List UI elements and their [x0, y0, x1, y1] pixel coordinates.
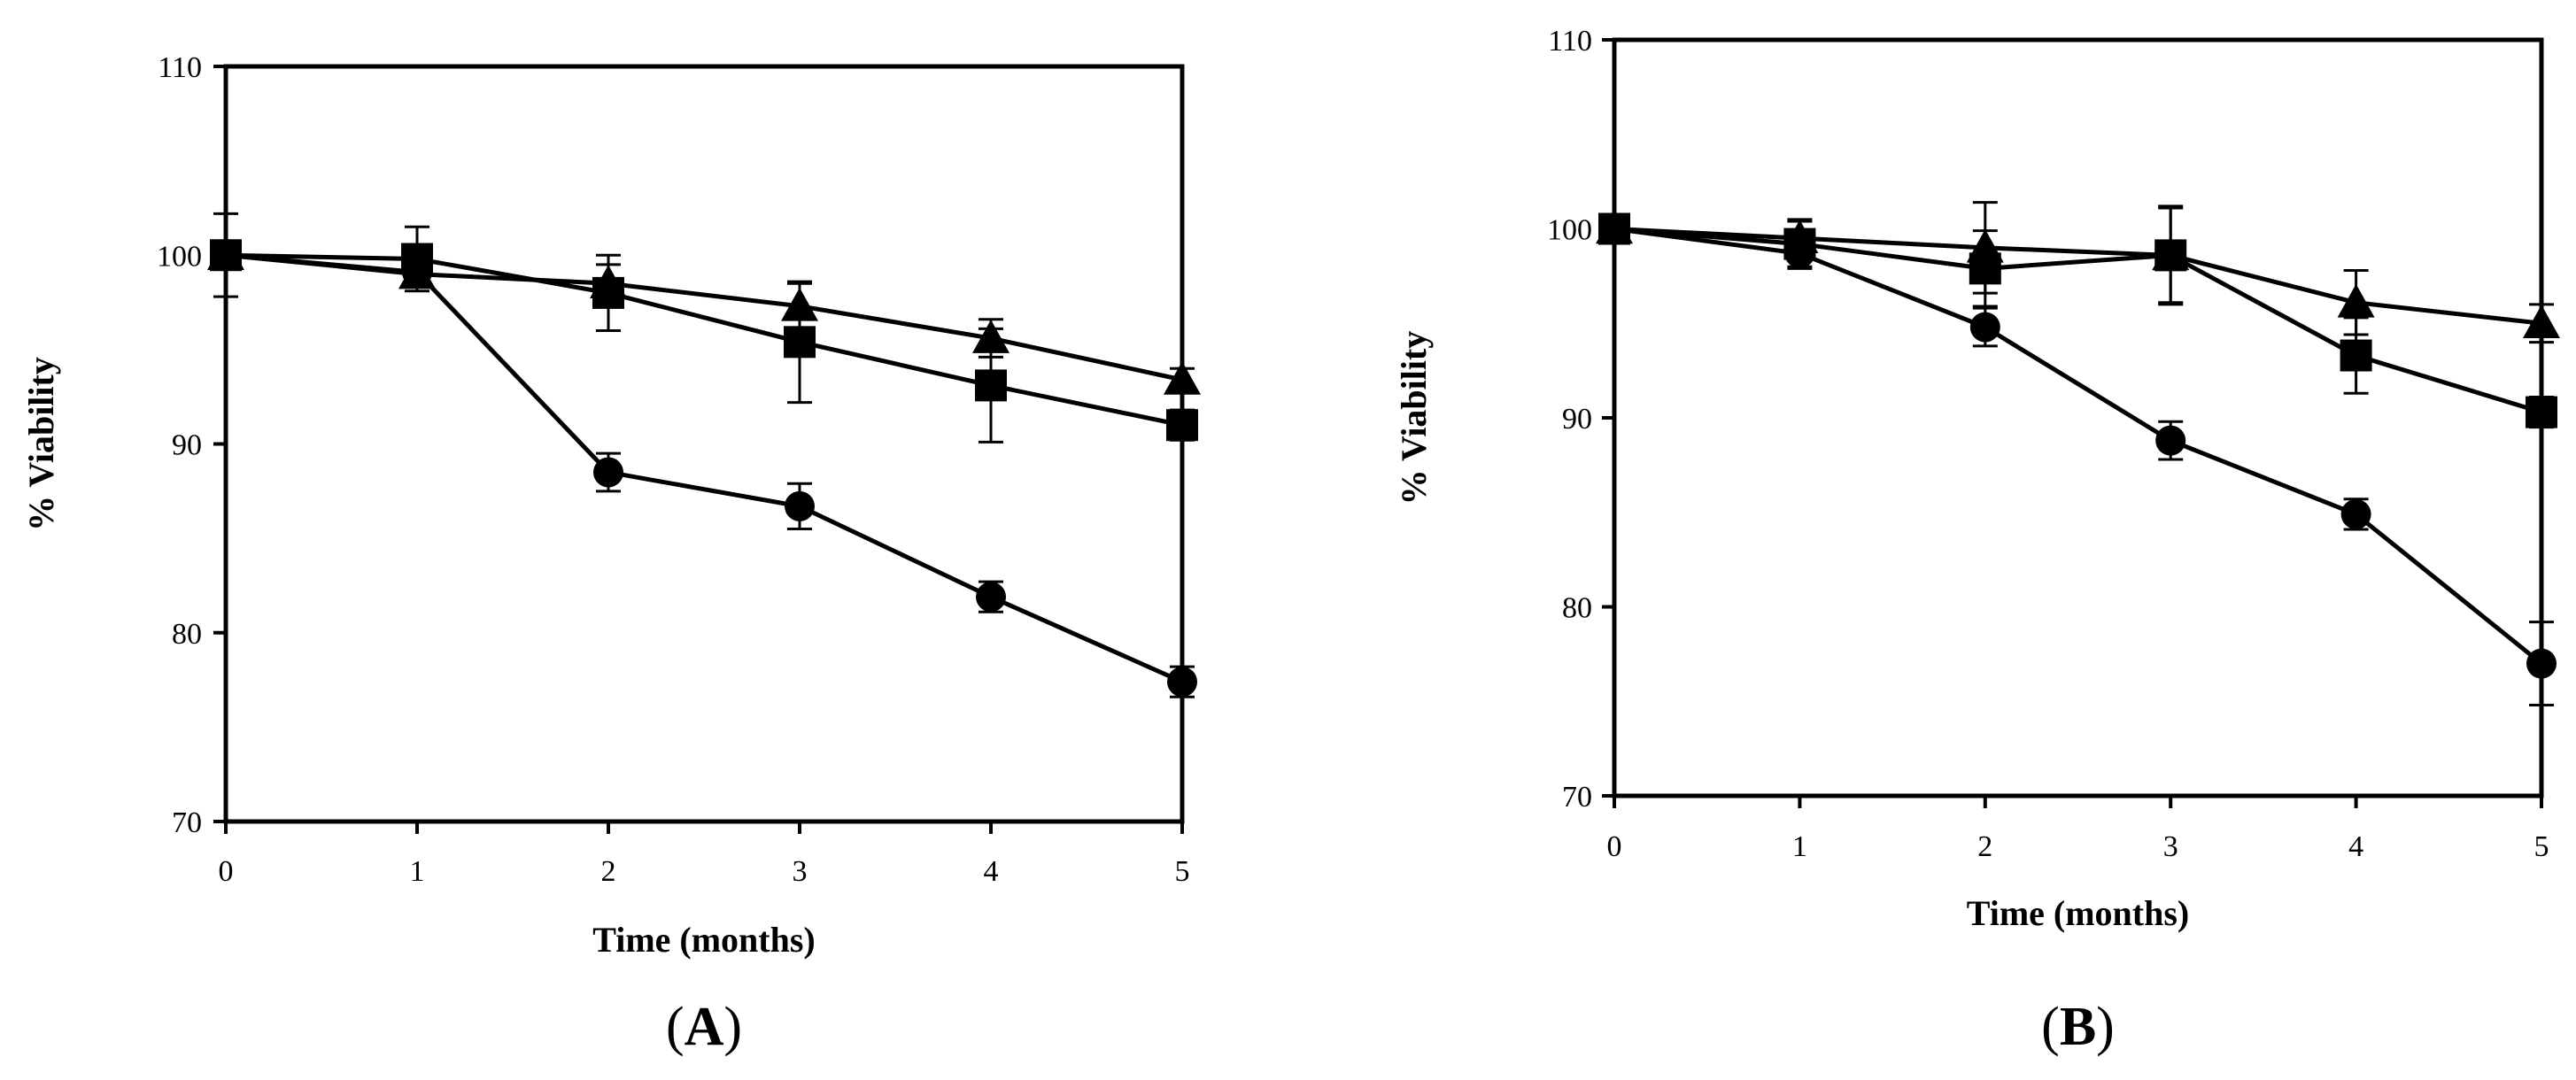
- series-line-square: [1613, 227, 2542, 414]
- square-marker: [975, 369, 1007, 402]
- x-tick-label: 4: [984, 855, 999, 888]
- panel-label: (B): [2041, 997, 2115, 1057]
- circle-marker: [1969, 312, 2000, 343]
- circle-marker: [2340, 498, 2371, 529]
- y-tick-label: 110: [158, 51, 202, 84]
- triangle-marker: [972, 320, 1010, 353]
- triangle-marker: [2337, 283, 2375, 318]
- panel-a: 70 80 90 100 110 0 1 2 3 4 5 Time (months) % Viabili…: [21, 51, 1201, 1057]
- square-marker: [1166, 409, 1198, 442]
- y-tick-label: 80: [172, 618, 202, 651]
- circle-marker: [402, 257, 432, 288]
- x-tick-label: 2: [1977, 830, 1992, 863]
- circle-marker: [1167, 667, 1197, 698]
- panel-b: 70 80 90 100 110 0 1 2 3 4 5 Time (months) % Viabili…: [1394, 25, 2560, 1057]
- x-tick-label: 0: [219, 855, 234, 888]
- y-tick-label: 110: [1548, 25, 1592, 58]
- panel-label-open: (: [666, 997, 685, 1057]
- circle-marker: [2155, 425, 2186, 456]
- square-marker: [1969, 252, 2001, 285]
- x-tick-label: 4: [2348, 830, 2363, 863]
- circle-marker: [593, 457, 623, 488]
- x-tick-label: 0: [1607, 830, 1622, 863]
- plot-frame: [1612, 37, 2544, 798]
- y-tick-label: 90: [172, 429, 202, 462]
- plot-frame: [223, 64, 1185, 824]
- y-axis-title: % Viability: [21, 357, 61, 531]
- x-tick-label: 3: [2163, 830, 2178, 863]
- x-tick-label: 5: [2534, 830, 2549, 863]
- series-line-circle: [1613, 227, 2543, 666]
- square-marker: [2340, 339, 2372, 372]
- series-line-square: [225, 252, 1183, 428]
- panel-label-close: ): [2096, 997, 2115, 1057]
- square-marker: [2154, 239, 2187, 272]
- circle-marker: [211, 240, 241, 271]
- series-line-triangle: [1613, 227, 2542, 326]
- series-line-circle: [225, 252, 1184, 684]
- y-tick-label: 90: [1562, 403, 1592, 436]
- panel-label-letter: A: [685, 997, 724, 1057]
- triangle-marker: [2523, 305, 2560, 339]
- x-tick-label: 1: [410, 855, 425, 888]
- panel-label-letter: B: [2060, 997, 2096, 1057]
- circle-marker: [1599, 213, 1629, 244]
- x-axis-title: Time (months): [1967, 893, 2189, 933]
- square-marker: [2526, 396, 2557, 428]
- x-tick-label: 2: [601, 855, 616, 888]
- x-tick-label: 3: [793, 855, 808, 888]
- x-tick-label: 5: [1175, 855, 1190, 888]
- y-tick-label: 80: [1562, 592, 1592, 625]
- circle-marker: [1784, 238, 1815, 269]
- square-marker: [784, 326, 816, 359]
- circle-marker: [785, 490, 815, 521]
- circle-marker: [2526, 648, 2557, 679]
- triangle-marker: [781, 287, 818, 321]
- x-tick-label: 1: [1792, 830, 1807, 863]
- y-tick-label: 100: [157, 240, 202, 273]
- y-tick-label: 100: [1547, 214, 1592, 247]
- y-axis-title: % Viability: [1394, 331, 1434, 505]
- y-tick-label: 70: [172, 806, 202, 839]
- panel-label: (A): [666, 997, 742, 1057]
- triangle-marker: [1164, 360, 1201, 395]
- panel-label-close: ): [723, 997, 742, 1057]
- square-marker: [592, 276, 624, 309]
- circle-marker: [976, 582, 1006, 613]
- panel-label-open: (: [2041, 997, 2060, 1057]
- y-tick-label: 70: [1562, 781, 1592, 814]
- x-axis-title: Time (months): [592, 920, 815, 960]
